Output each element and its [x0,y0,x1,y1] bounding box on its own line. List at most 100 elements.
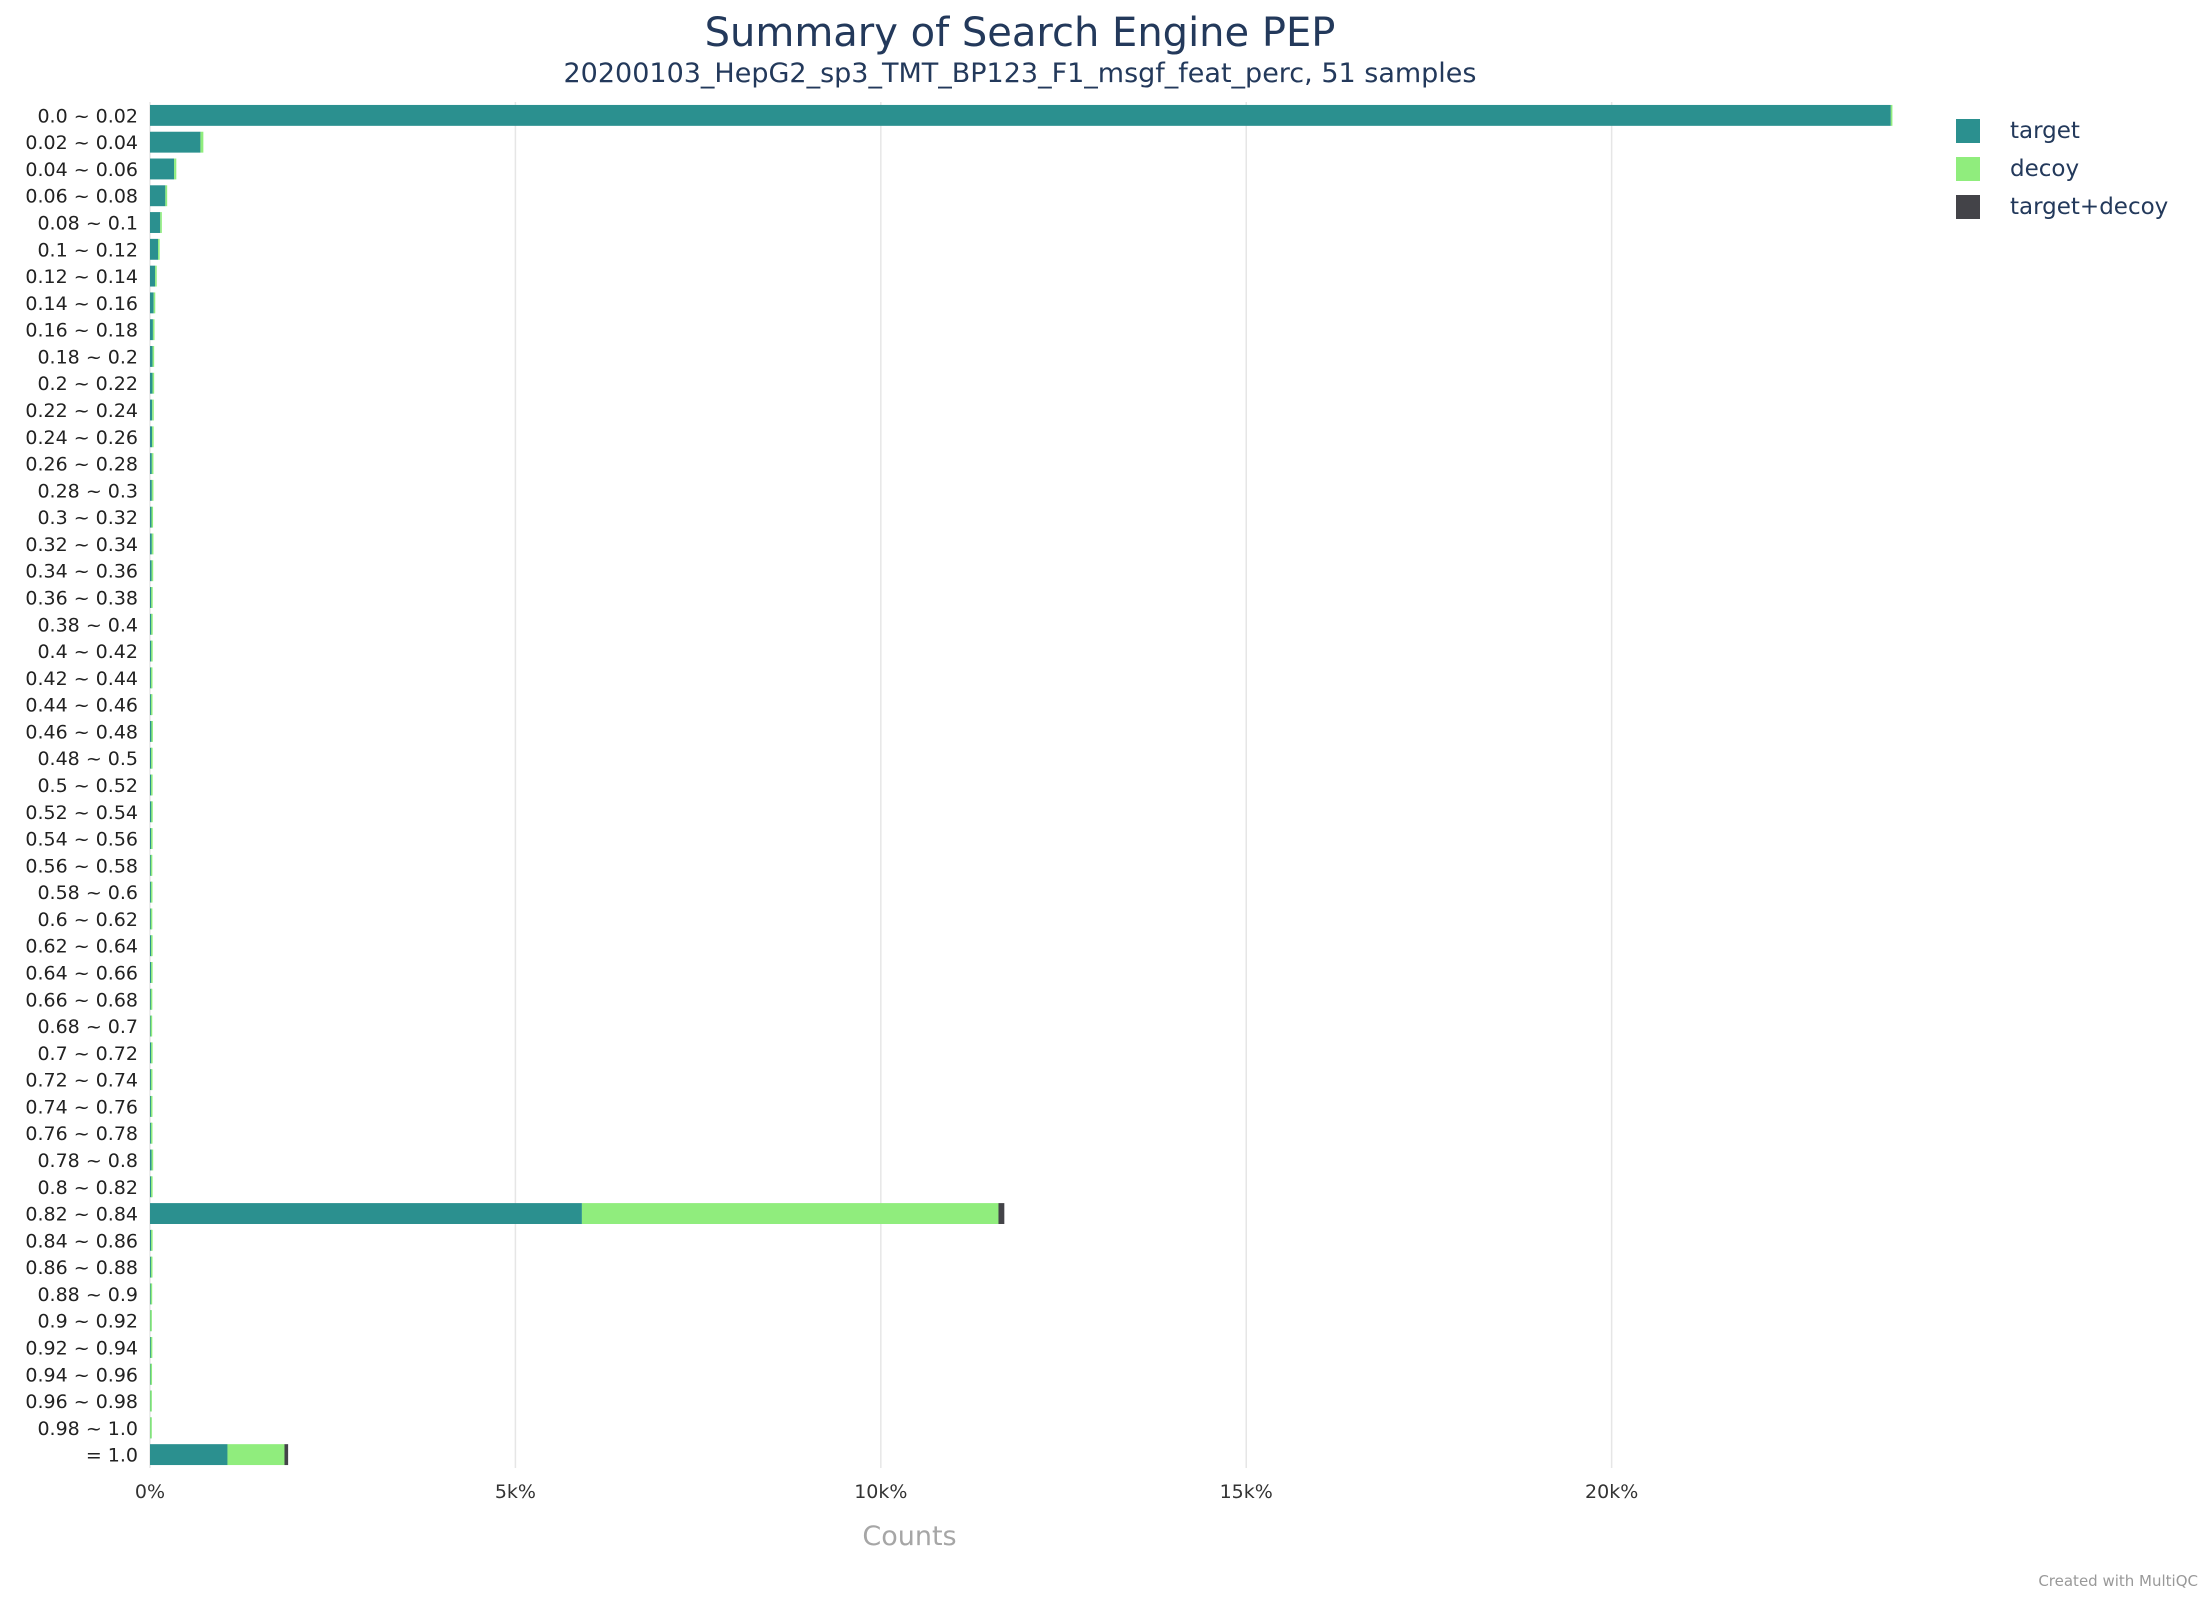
bar-target-9[interactable] [150,346,153,367]
bar-decoy-32[interactable] [151,962,153,983]
bar-decoy-15[interactable] [151,506,154,528]
bar-decoy-47[interactable] [150,1363,153,1385]
bar-decoy-36[interactable] [150,1069,153,1091]
bar-decoy-14[interactable] [151,479,154,501]
bar-decoy-3[interactable] [165,185,168,207]
bar-target-15[interactable] [150,506,152,528]
bar-target-5[interactable] [150,238,159,260]
bar-decoy-42[interactable] [151,1229,153,1251]
legend-item-decoy[interactable]: decoy [1956,150,2168,188]
bar-decoy-24[interactable] [151,747,153,769]
bar-decoy-9[interactable] [152,346,155,367]
bar-target-50[interactable] [150,1444,228,1466]
bar-decoy-48[interactable] [150,1390,152,1412]
bar-target-decoy-50[interactable] [284,1444,289,1466]
bar-target-43[interactable] [150,1256,152,1278]
bar-decoy-8[interactable] [152,319,155,341]
bar-target-17[interactable] [150,560,152,582]
bar-decoy-44[interactable] [150,1283,153,1305]
bar-decoy-35[interactable] [151,1042,153,1064]
bar-decoy-7[interactable] [153,292,156,314]
bar-target-36[interactable] [150,1069,152,1091]
y-tick-label-47: 0.94 ~ 0.96 [25,1364,138,1386]
bar-decoy-40[interactable] [151,1176,153,1198]
bar-decoy-11[interactable] [152,399,154,421]
bar-decoy-23[interactable] [151,720,153,742]
bar-target-12[interactable] [150,426,153,448]
bar-target-0[interactable] [150,104,1891,126]
bar-decoy-4[interactable] [160,212,162,233]
bar-target-29[interactable] [150,881,152,903]
bar-decoy-45[interactable] [150,1310,152,1332]
bar-decoy-39[interactable] [151,1149,154,1171]
bar-decoy-37[interactable] [150,1095,153,1117]
bar-decoy-2[interactable] [174,158,177,180]
bar-decoy-22[interactable] [150,694,153,716]
bar-target-39[interactable] [150,1149,152,1171]
bar-decoy-18[interactable] [151,587,153,608]
bar-decoy-10[interactable] [152,372,155,394]
bar-decoy-29[interactable] [150,881,153,903]
legend-item-target[interactable]: target [1956,112,2168,150]
y-tick-label-43: 0.86 ~ 0.88 [25,1257,138,1279]
bar-decoy-16[interactable] [151,533,154,555]
bar-target-37[interactable] [150,1095,152,1117]
bar-target-31[interactable] [150,935,152,957]
bar-decoy-41[interactable] [581,1203,999,1224]
bar-decoy-46[interactable] [150,1337,153,1358]
bar-decoy-43[interactable] [150,1256,153,1278]
bar-target-32[interactable] [150,962,152,983]
bar-decoy-30[interactable] [150,908,153,930]
bar-target-38[interactable] [150,1122,152,1144]
bar-target-3[interactable] [150,185,166,207]
bar-decoy-27[interactable] [151,828,153,850]
bar-target-35[interactable] [150,1042,152,1064]
bar-target-42[interactable] [150,1229,152,1251]
bar-target-8[interactable] [150,319,153,341]
bar-target-14[interactable] [150,479,152,501]
bar-target-27[interactable] [150,828,152,850]
bar-target-2[interactable] [150,158,175,180]
legend-item-target-decoy[interactable]: target+decoy [1956,188,2168,226]
bar-target-7[interactable] [150,292,154,314]
bar-target-1[interactable] [150,131,201,153]
bar-target-23[interactable] [150,720,152,742]
bar-target-25[interactable] [150,774,152,796]
bar-target-4[interactable] [150,212,161,233]
bar-target-24[interactable] [150,747,152,769]
bar-decoy-20[interactable] [151,640,153,662]
bar-decoy-0[interactable] [1890,104,1893,126]
bar-target-20[interactable] [150,640,152,662]
bar-decoy-33[interactable] [150,988,153,1010]
bar-decoy-38[interactable] [150,1122,153,1144]
bar-target-16[interactable] [150,533,152,555]
bar-target-decoy-41[interactable] [998,1203,1005,1224]
bar-decoy-19[interactable] [151,613,153,635]
bar-target-40[interactable] [150,1176,152,1198]
bar-target-41[interactable] [150,1203,582,1224]
bar-decoy-50[interactable] [227,1444,285,1466]
bar-decoy-5[interactable] [158,238,160,260]
bar-target-19[interactable] [150,613,152,635]
bar-target-10[interactable] [150,372,153,394]
bar-decoy-1[interactable] [200,131,204,153]
bar-target-11[interactable] [150,399,153,421]
bar-target-26[interactable] [150,801,152,823]
bar-decoy-25[interactable] [151,774,153,796]
bar-decoy-17[interactable] [151,560,154,582]
bar-decoy-28[interactable] [150,854,153,876]
bar-target-22[interactable] [150,694,152,716]
bar-target-21[interactable] [150,667,152,689]
bar-target-18[interactable] [150,587,152,608]
bar-decoy-34[interactable] [150,1015,153,1037]
bar-decoy-26[interactable] [151,801,153,823]
bar-decoy-13[interactable] [151,453,154,475]
bar-target-6[interactable] [150,265,156,287]
bar-decoy-49[interactable] [150,1417,152,1439]
bar-decoy-12[interactable] [152,426,154,448]
bar-decoy-21[interactable] [150,667,153,689]
bar-target-13[interactable] [150,453,152,475]
bar-decoy-6[interactable] [155,265,157,287]
y-tick-label-40: 0.8 ~ 0.82 [37,1177,138,1199]
bar-decoy-31[interactable] [151,935,153,957]
